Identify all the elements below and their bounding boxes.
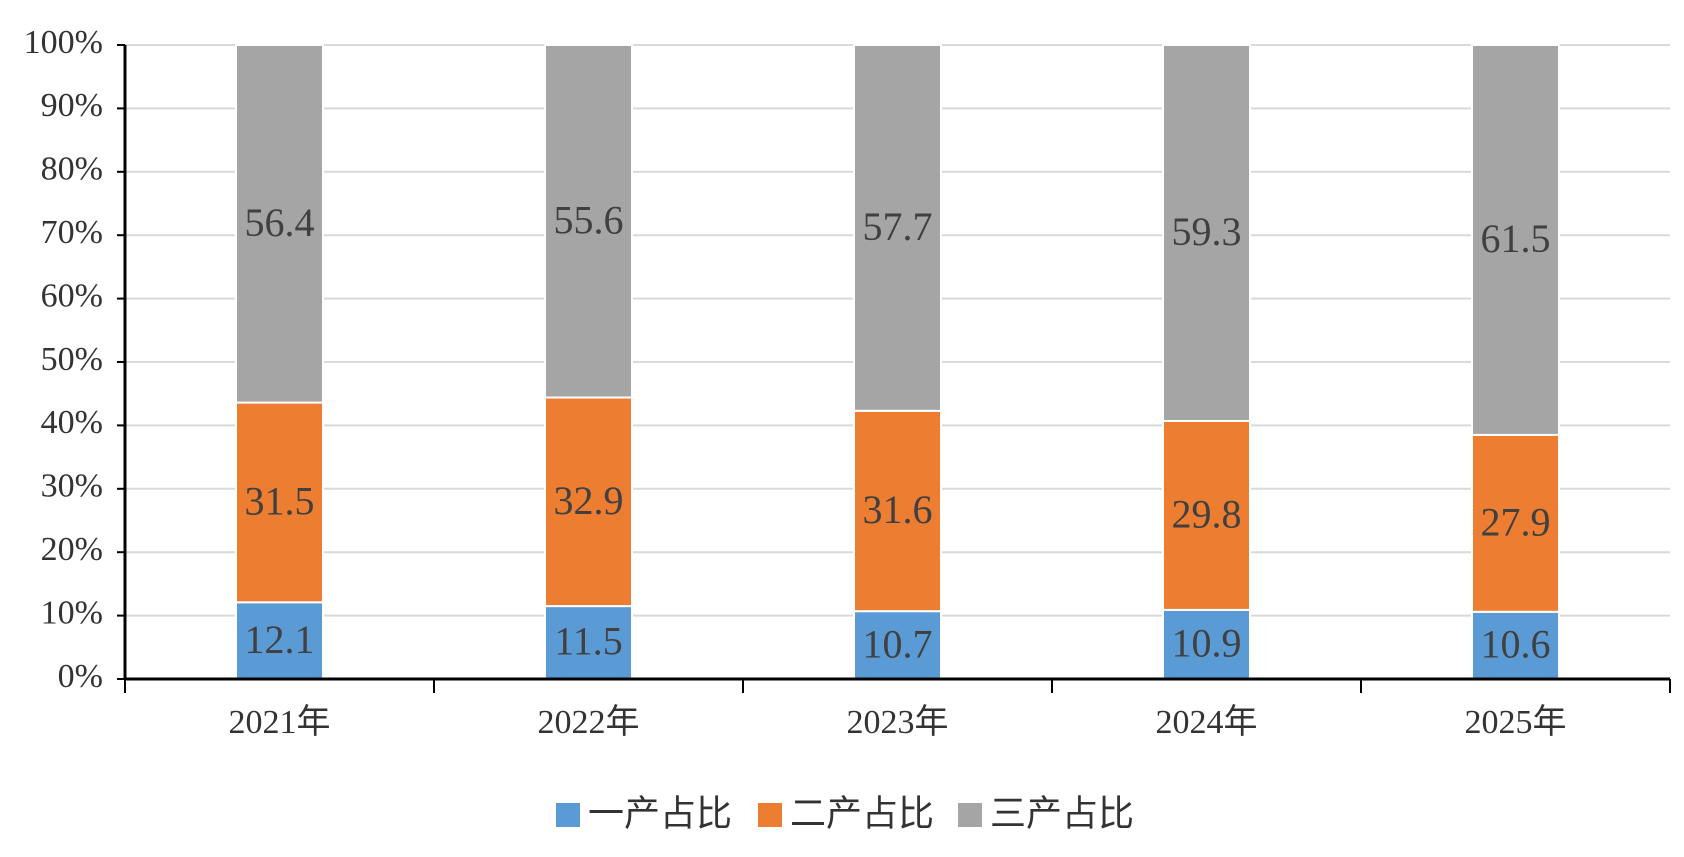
- y-tick-label: 70%: [41, 214, 103, 251]
- y-tick-label: 40%: [41, 404, 103, 441]
- data-label: 31.5: [245, 479, 315, 524]
- data-label: 29.8: [1172, 492, 1242, 537]
- y-tick-label: 80%: [41, 151, 103, 188]
- y-tick-label: 100%: [24, 24, 103, 61]
- data-label: 10.7: [863, 621, 933, 666]
- bar-segment: [853, 610, 942, 680]
- bar-segment: [1471, 44, 1560, 436]
- legend-label: 二产占比: [790, 793, 934, 833]
- bar-segment: [235, 401, 324, 604]
- x-tick-label: 2025年: [1465, 703, 1567, 741]
- data-label: 61.5: [1481, 216, 1551, 261]
- data-label: 11.5: [554, 619, 623, 664]
- data-label: 12.1: [245, 617, 315, 662]
- y-tick-label: 60%: [41, 277, 103, 314]
- x-tick-label: 2023年: [847, 703, 949, 741]
- y-tick-label: 90%: [41, 87, 103, 124]
- y-tick-label: 0%: [58, 658, 103, 695]
- y-tick-label: 30%: [41, 468, 103, 505]
- legend-swatch: [556, 803, 580, 827]
- data-label: 10.6: [1481, 622, 1551, 667]
- bar-segment: [235, 44, 324, 404]
- data-label: 55.6: [554, 197, 624, 242]
- legend-swatch: [958, 803, 982, 827]
- data-label: 31.6: [863, 487, 933, 532]
- bar-segment: [853, 409, 942, 613]
- bar-segment: [1162, 44, 1251, 422]
- legend-swatch: [758, 803, 782, 827]
- data-label: 32.9: [554, 478, 624, 523]
- legend-label: 一产占比: [588, 793, 732, 833]
- data-label: 59.3: [1172, 209, 1242, 254]
- y-tick-label: 20%: [41, 531, 103, 568]
- x-tick-label: 2024年: [1156, 703, 1258, 741]
- x-tick-label: 2021年: [229, 703, 331, 741]
- y-tick-label: 10%: [41, 594, 103, 631]
- data-label: 27.9: [1481, 500, 1551, 545]
- x-tick-label: 2022年: [538, 703, 640, 741]
- bar-segment: [1471, 433, 1560, 613]
- data-label: 57.7: [863, 204, 933, 249]
- legend-label: 三产占比: [990, 793, 1134, 833]
- data-label: 56.4: [245, 200, 315, 245]
- bar-segment: [544, 44, 633, 399]
- data-label: 10.9: [1172, 621, 1242, 666]
- bar-segment: [853, 44, 942, 412]
- bar-segment: [544, 396, 633, 608]
- y-tick-label: 50%: [41, 341, 103, 378]
